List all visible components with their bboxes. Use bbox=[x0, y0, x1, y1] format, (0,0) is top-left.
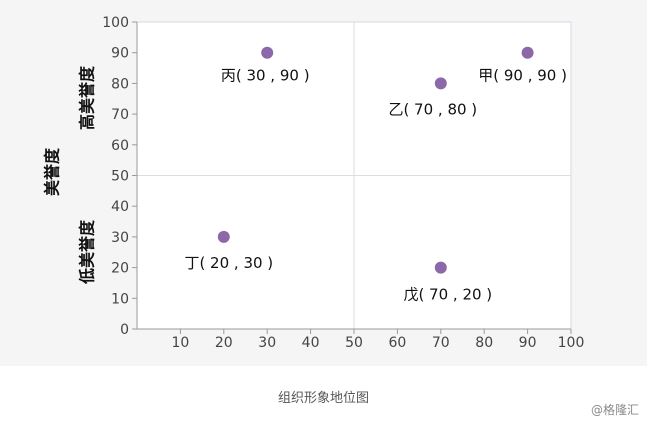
x-tick-label: 40 bbox=[302, 335, 320, 351]
data-point bbox=[434, 261, 447, 274]
data-point-label: 丙( 30 , 90 ) bbox=[221, 67, 310, 85]
data-point-label: 甲( 90 , 90 ) bbox=[478, 67, 567, 85]
figure-caption: 组织形象地位图 bbox=[277, 391, 369, 406]
x-tick-label: 60 bbox=[388, 335, 406, 351]
x-tick-label: 30 bbox=[258, 335, 276, 351]
y-tick-label: 30 bbox=[111, 230, 129, 246]
x-tick-label: 20 bbox=[215, 335, 233, 351]
data-point bbox=[217, 230, 230, 243]
x-tick-label: 100 bbox=[558, 335, 585, 351]
data-point bbox=[261, 46, 274, 59]
y-axis-title: 美誉度 bbox=[43, 147, 62, 196]
x-tick-label: 70 bbox=[432, 335, 450, 351]
y-tick-label: 60 bbox=[111, 138, 129, 154]
y-tick-label: 50 bbox=[111, 169, 129, 185]
chart-panel: 0 10 20 30 40 50 60 70 80 90 100 10 20 30 40 50 60 70 80 90… bbox=[42, 15, 585, 351]
x-tick-label: 90 bbox=[519, 335, 537, 351]
watermark: @格隆汇 bbox=[590, 403, 639, 417]
y-region-label-high: 高美誉度 bbox=[78, 65, 97, 130]
y-tick-label: 70 bbox=[111, 107, 129, 123]
y-tick-label: 10 bbox=[111, 291, 129, 307]
data-point bbox=[521, 46, 534, 59]
data-point-label: 丁( 20 , 30 ) bbox=[184, 254, 273, 272]
x-tick-label: 80 bbox=[475, 335, 493, 351]
y-tick-label: 40 bbox=[111, 199, 129, 215]
data-point-label: 乙( 70 , 80 ) bbox=[388, 100, 477, 118]
data-point-label: 戊( 70 , 20 ) bbox=[403, 286, 492, 304]
x-tick-label: 50 bbox=[345, 335, 363, 351]
y-tick-label: 20 bbox=[111, 261, 129, 277]
y-tick-label: 0 bbox=[120, 322, 129, 338]
x-tick-label: 10 bbox=[171, 335, 189, 351]
data-point bbox=[434, 77, 447, 90]
y-tick-label: 80 bbox=[111, 76, 129, 92]
y-tick-label: 100 bbox=[102, 15, 129, 31]
y-tick-label: 90 bbox=[111, 46, 129, 62]
scatter-chart: 0 10 20 30 40 50 60 70 80 90 100 10 20 30 40 50 60 70 80 90… bbox=[43, 15, 585, 351]
y-region-label-low: 低美誉度 bbox=[78, 219, 97, 285]
